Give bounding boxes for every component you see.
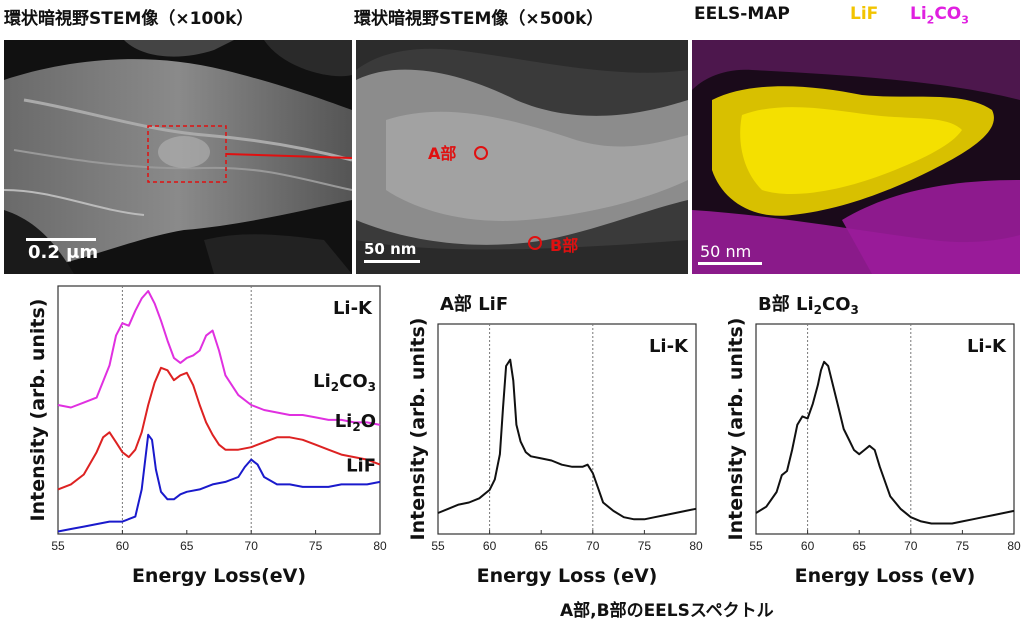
x-tick-label-75: 75 [638, 539, 652, 553]
stem-image-100k: 0.2 μm [4, 40, 352, 274]
series-line-Li2O [57, 366, 381, 491]
reference-spectra-chart: 55 60 65 70 75 80 Energy Loss(eV) Intensity (ar… [27, 285, 387, 587]
x-tick-label-55: 55 [749, 539, 763, 553]
edge-label: Li-K [333, 298, 373, 319]
plot-frame [57, 285, 381, 535]
scale-label-1: 0.2 μm [28, 242, 99, 263]
series-line-series-0 [437, 358, 697, 521]
chart-title: B部 Li2CO3 [758, 293, 859, 317]
x-tick-label-55: 55 [431, 539, 445, 553]
x-tick-label-65: 65 [180, 539, 194, 553]
plot-frame [437, 323, 697, 535]
point-a-spectrum-chart: 55 60 65 70 75 80 Energy Loss (eV) Intensity (a… [407, 293, 703, 587]
x-tick-label-80: 80 [1007, 539, 1021, 553]
scale-label-3: 50 nm [700, 242, 752, 261]
plot-frame [755, 323, 1015, 535]
edge-label: Li-K [967, 336, 1007, 357]
point-a-marker [474, 146, 488, 160]
edge-label: Li-K [649, 336, 689, 357]
x-tick-label-75: 75 [956, 539, 970, 553]
x-tick-label-80: 80 [373, 539, 387, 553]
x-axis-label: Energy Loss(eV) [132, 565, 306, 587]
legend-li2co3: Li2CO3 [910, 4, 969, 27]
x-tick-label-70: 70 [586, 539, 600, 553]
y-axis-label: Intensity (arb. units) [27, 299, 49, 522]
header-panel1: 環状暗視野STEM像（×100k） [4, 9, 254, 29]
x-tick-label-60: 60 [801, 539, 815, 553]
point-b-label: B部 [550, 236, 579, 255]
x-tick-label-65: 65 [853, 539, 867, 553]
x-tick-label-70: 70 [904, 539, 918, 553]
x-tick-label-65: 65 [535, 539, 549, 553]
series-label-LiF: LiF [346, 455, 376, 476]
point-b-spectrum-chart: 55 60 65 70 75 80 Energy Loss (eV) Intensity (a… [725, 293, 1021, 587]
x-tick-label-60: 60 [116, 539, 130, 553]
x-tick-label-80: 80 [689, 539, 703, 553]
stem-image-500k: A部 B部 50 nm [356, 40, 688, 274]
figure-caption: A部,B部のEELSスペクトル [560, 601, 774, 621]
header-panel2: 環状暗視野STEM像（×500k） [354, 9, 604, 29]
series-line-series-0 [755, 360, 1015, 525]
series-line-Li2CO3 [57, 290, 381, 426]
series-label-Li2CO3: Li2CO3 [313, 371, 376, 394]
y-axis-label: Intensity (arb. units) [407, 318, 429, 541]
scale-label-2: 50 nm [364, 240, 417, 258]
x-tick-label-60: 60 [483, 539, 497, 553]
eels-map-image: 50 nm [692, 40, 1020, 274]
scale-bar-1 [26, 238, 96, 241]
legend-lif: LiF [850, 4, 879, 24]
scale-bar-2 [364, 260, 420, 263]
x-axis-label: Energy Loss (eV) [795, 565, 976, 587]
x-tick-label-75: 75 [309, 539, 323, 553]
scale-bar-3 [698, 262, 762, 265]
point-b-marker [528, 236, 542, 250]
series-label-Li2O: Li2O [335, 411, 376, 434]
header-panel3: EELS-MAP [694, 4, 790, 24]
x-axis-label: Energy Loss (eV) [477, 565, 658, 587]
point-a-label: A部 [428, 144, 457, 163]
x-tick-label-55: 55 [51, 539, 65, 553]
series-line-LiF [57, 433, 381, 533]
y-axis-label: Intensity (arb. units) [725, 318, 747, 541]
chart-title: A部 LiF [440, 293, 508, 315]
x-tick-label-70: 70 [245, 539, 259, 553]
